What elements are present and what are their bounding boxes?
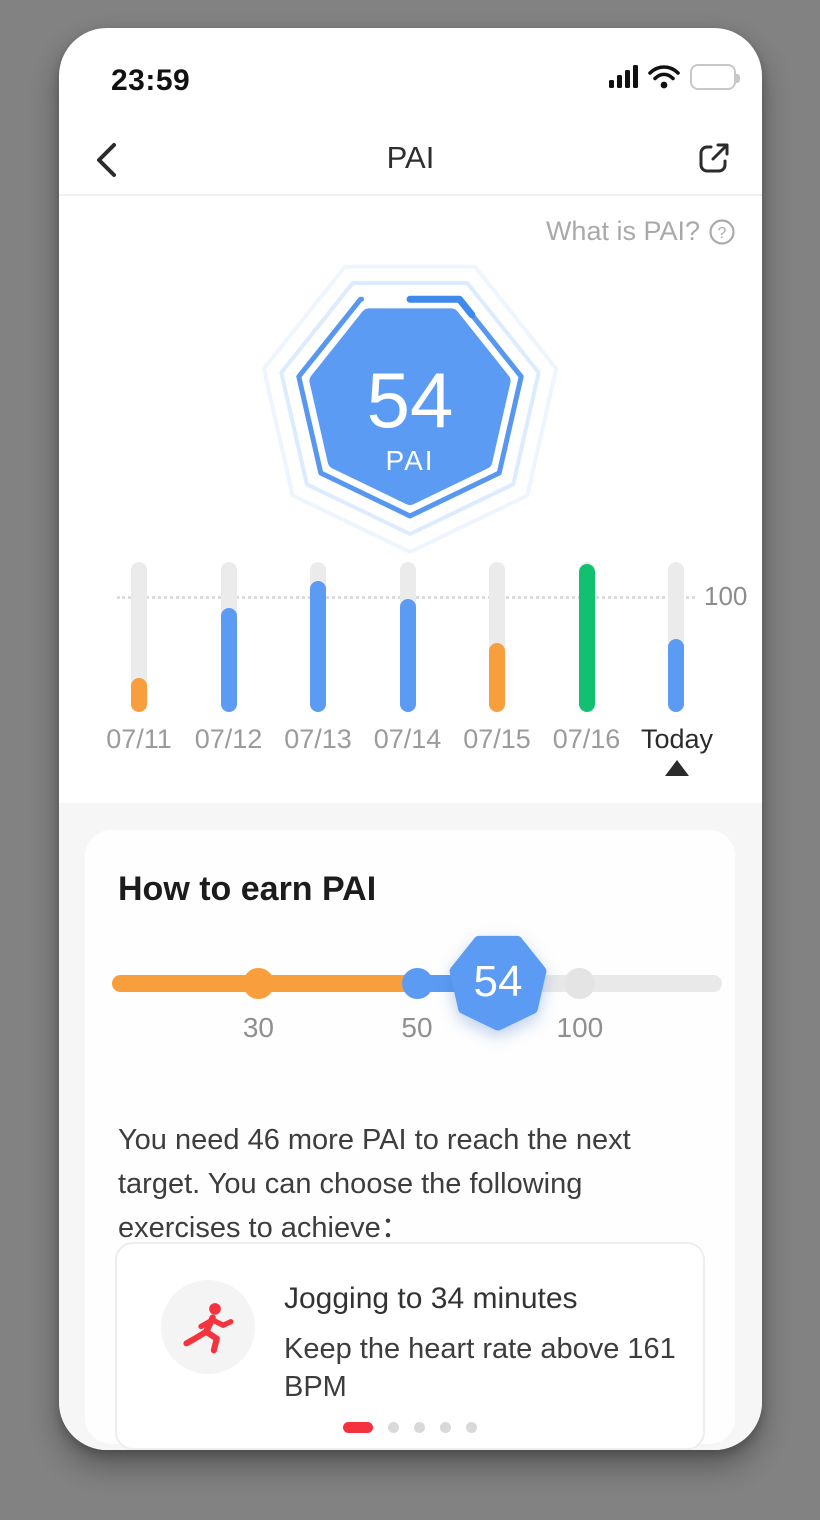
- exercise-title: Jogging to 34 minutes: [284, 1282, 578, 1315]
- target-line-label: 100: [704, 581, 748, 611]
- badge-progress-segment: [295, 295, 525, 520]
- carousel-pagination[interactable]: [117, 1422, 703, 1433]
- slider-tick-50[interactable]: [401, 968, 433, 999]
- bar-label-07/11[interactable]: 07/11: [106, 724, 172, 754]
- phone-screen: 23:59 PAI: [59, 28, 762, 1450]
- badge-heptagon: [309, 308, 511, 505]
- status-bar: 23:59: [59, 56, 762, 102]
- bar-Today[interactable]: [668, 562, 684, 712]
- what-is-pai-link[interactable]: What is PAI? ?: [546, 216, 736, 247]
- slider-tick-label-50: 50: [401, 1012, 433, 1043]
- pagination-dot-1[interactable]: [343, 1422, 373, 1433]
- slider-badge-heptagon: [449, 935, 547, 1031]
- bar-fill-07/14: [399, 598, 416, 712]
- bar-label-07/12[interactable]: 07/12: [194, 724, 263, 754]
- bar-label-07/14[interactable]: 07/14: [373, 724, 442, 754]
- header: PAI: [59, 124, 762, 196]
- bar-label-07/13[interactable]: 07/13: [284, 724, 352, 754]
- slider-tick-label-100: 100: [556, 1012, 604, 1043]
- pagination-dot-5[interactable]: [466, 1422, 477, 1433]
- bar-fill-07/16: [578, 563, 595, 712]
- bar-07/13[interactable]: [310, 562, 326, 712]
- battery-icon: [690, 64, 740, 90]
- chevron-left-icon: [97, 143, 116, 177]
- exercise-icon-circle: [161, 1280, 255, 1374]
- page-title: PAI: [386, 140, 435, 175]
- bar-fill-07/11: [131, 678, 147, 712]
- pagination-dot-2[interactable]: [388, 1422, 399, 1433]
- back-button[interactable]: [85, 138, 129, 182]
- bar-fill-07/13: [310, 581, 326, 712]
- badge-value: 54: [367, 356, 454, 444]
- chart-bars: [131, 562, 684, 712]
- bar-07/12[interactable]: [220, 562, 237, 712]
- target-description: You need 46 more PAI to reach the next t…: [118, 1124, 631, 1244]
- wifi-icon: [648, 65, 680, 89]
- pai-target-slider[interactable]: 30 50 100 54: [85, 830, 735, 1060]
- today-marker-triangle: [665, 760, 689, 776]
- share-button[interactable]: [692, 136, 736, 180]
- slider-tick-100[interactable]: [564, 968, 596, 999]
- pai-score-badge: 54 PAI: [261, 264, 559, 554]
- slider-value-badge[interactable]: 54: [443, 924, 553, 1044]
- exercise-suggestion-card[interactable]: Jogging to 34 minutes Keep the heart rat…: [115, 1242, 705, 1450]
- chart-bar-labels: 07/11 07/12 07/13 07/14 07/15 07/16 Today: [104, 724, 714, 755]
- runner-icon: [183, 1303, 234, 1354]
- pai-week-chart: 100 07/11 07/12 07/13 07/14 07/15 07/16 Today: [59, 548, 762, 788]
- badge-halo-inner: [279, 281, 541, 536]
- exercise-subtitle: Keep the heart rate above 161 BPM: [284, 1333, 676, 1403]
- slider-badge-value: 54: [474, 957, 523, 1006]
- status-icons: [609, 64, 740, 90]
- bar-fill-07/12: [220, 608, 237, 712]
- question-circle-icon: ?: [709, 218, 735, 245]
- bar-label-07/15[interactable]: 07/15: [463, 724, 531, 754]
- bar-07/16[interactable]: [578, 562, 595, 712]
- bar-label-07/16[interactable]: 07/16: [552, 724, 621, 754]
- what-is-pai-label: What is PAI?: [545, 216, 700, 246]
- how-to-earn-card: How to earn PAI 30 50 100 54 You need 46 m…: [85, 830, 735, 1450]
- share-icon: [699, 143, 729, 173]
- badge-unit: PAI: [385, 445, 434, 476]
- slider-tick-label-30: 30: [242, 1012, 274, 1043]
- bar-07/14[interactable]: [399, 562, 416, 712]
- bottom-section: How to earn PAI 30 50 100 54 You need 46 m…: [59, 803, 762, 1450]
- bar-label-Today[interactable]: Today: [641, 724, 714, 754]
- earn-card-title: How to earn PAI: [118, 870, 377, 908]
- svg-text:?: ?: [718, 225, 727, 242]
- status-time: 23:59: [111, 64, 191, 97]
- bar-07/11[interactable]: [131, 562, 147, 712]
- badge-halo-outer: [261, 264, 559, 554]
- bar-fill-Today: [668, 639, 684, 712]
- bar-07/15[interactable]: [489, 562, 505, 712]
- pagination-dot-4[interactable]: [440, 1422, 451, 1433]
- bar-fill-07/15: [489, 643, 505, 712]
- pagination-dot-3[interactable]: [414, 1422, 425, 1433]
- slider-tick-30[interactable]: [242, 968, 274, 999]
- signal-bars-icon: [609, 65, 638, 88]
